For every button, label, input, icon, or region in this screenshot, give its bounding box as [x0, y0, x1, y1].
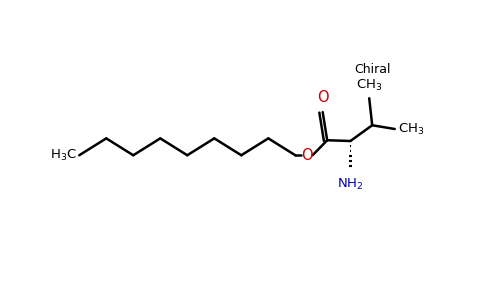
Text: H$_3$C: H$_3$C	[50, 148, 77, 163]
Text: NH$_2$: NH$_2$	[337, 177, 363, 192]
Text: CH$_3$: CH$_3$	[356, 77, 382, 93]
Text: O: O	[317, 90, 329, 105]
Text: O: O	[301, 148, 312, 163]
Text: CH$_3$: CH$_3$	[398, 122, 424, 136]
Text: Chiral: Chiral	[355, 64, 391, 76]
